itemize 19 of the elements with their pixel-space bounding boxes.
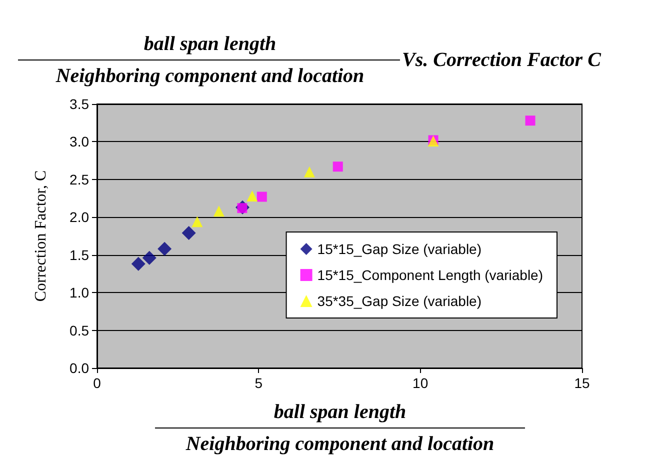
y-tick-label: 0.5 [70, 322, 90, 338]
y-tick-label: 3.0 [70, 134, 90, 150]
x-tick-label: 5 [254, 375, 263, 391]
y-tick-label: 2.0 [70, 209, 90, 226]
legend-label: 15*15_Gap Size (variable) [317, 241, 482, 257]
y-tick-label: 3.5 [70, 96, 90, 112]
chart-subtitle: Vs. Correction Factor C [402, 49, 602, 71]
legend-label: 15*15_Component Length (variable) [317, 267, 544, 283]
y-tick-label: 1.5 [70, 246, 90, 263]
x-tick-label: 15 [574, 375, 590, 391]
y-tick-label: 0.0 [70, 360, 90, 376]
chart-title: ball span length Neighboring component and location [54, 33, 364, 87]
legend-label: 35*35_Gap Size (variable) [317, 293, 482, 309]
x-tick-label: 0 [93, 375, 102, 391]
y-axis-title: Correction Factor, C [32, 170, 50, 302]
x-tick-label: 10 [412, 375, 428, 391]
y-tick-label: 2.5 [70, 171, 90, 188]
x-axis-title: ball span length Neighboring component and location [184, 401, 494, 455]
y-tick-label: 1.0 [70, 284, 90, 301]
